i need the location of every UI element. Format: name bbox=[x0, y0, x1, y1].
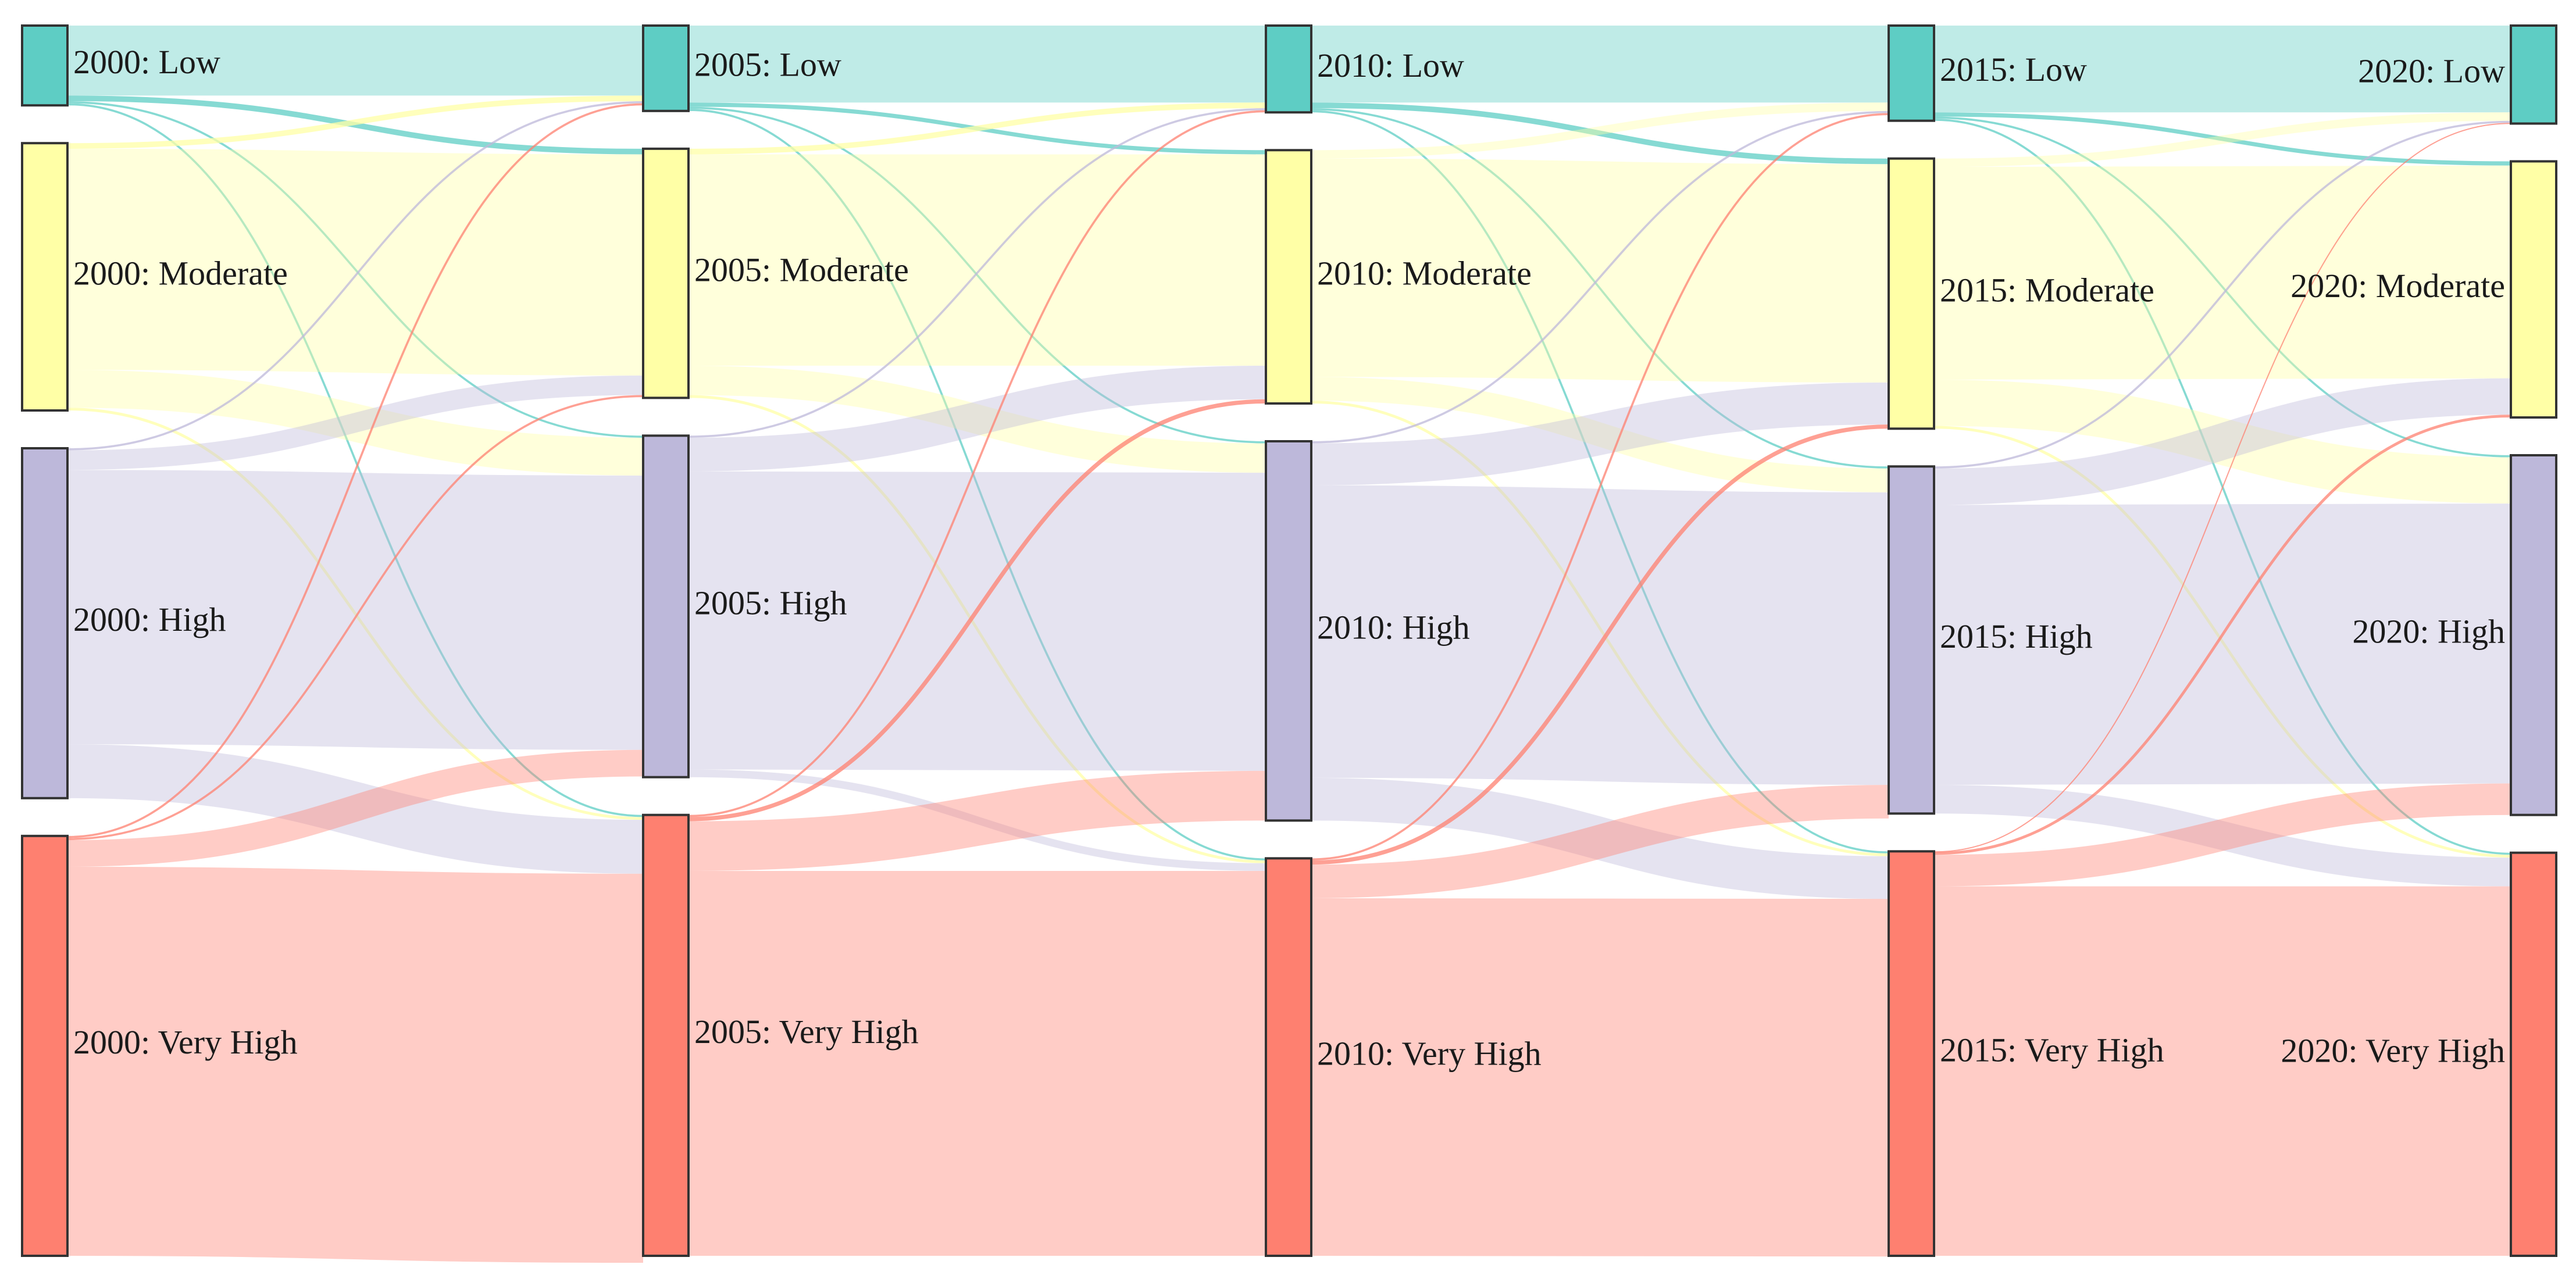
link-2010-low-to-2015-very-high bbox=[1311, 110, 1889, 853]
link-2005-very-high-to-2010-low bbox=[688, 110, 1266, 817]
node-label-2010-high: 2010: High bbox=[1317, 608, 1470, 646]
link-2010-high-to-2015-moderate bbox=[1311, 382, 1889, 485]
link-2005-high-to-2010-low bbox=[688, 108, 1266, 438]
node-label-2005-very-high: 2005: Very High bbox=[694, 1013, 919, 1051]
node-label-2000-moderate: 2000: Moderate bbox=[73, 254, 288, 292]
link-2015-high-to-2020-very-high bbox=[1933, 784, 2511, 887]
link-2000-very-high-to-2005-very-high bbox=[67, 866, 644, 1263]
node-label-2010-very-high: 2010: Very High bbox=[1317, 1034, 1542, 1072]
node-2010-moderate[interactable] bbox=[1265, 149, 1312, 405]
link-2015-very-high-to-2020-high bbox=[1933, 783, 2511, 887]
link-2010-moderate-to-2015-very-high bbox=[1311, 401, 1889, 856]
node-label-2010-low: 2010: Low bbox=[1317, 47, 1464, 84]
link-2005-moderate-to-2010-very-high bbox=[688, 395, 1266, 863]
link-2015-low-to-2020-moderate bbox=[1933, 112, 2511, 166]
node-label-2000-very-high: 2000: Very High bbox=[73, 1023, 298, 1061]
link-2015-moderate-to-2020-low bbox=[1933, 112, 2511, 167]
link-2005-very-high-to-2010-high bbox=[688, 770, 1266, 871]
node-2020-high[interactable] bbox=[2510, 454, 2557, 816]
link-2005-moderate-to-2010-high bbox=[688, 365, 1266, 473]
link-2010-high-to-2015-very-high bbox=[1311, 777, 1889, 899]
link-2015-high-to-2020-high bbox=[1933, 503, 2511, 785]
link-2000-high-to-2005-low bbox=[67, 101, 644, 451]
node-2015-moderate[interactable] bbox=[1888, 157, 1935, 430]
node-2000-very-high[interactable] bbox=[21, 834, 69, 1258]
link-2015-high-to-2020-low bbox=[1933, 120, 2511, 469]
node-2005-high[interactable] bbox=[642, 434, 690, 778]
node-2020-very-high[interactable] bbox=[2510, 851, 2557, 1257]
node-label-2000-high: 2000: High bbox=[73, 601, 226, 638]
link-2015-moderate-to-2020-high bbox=[1933, 380, 2511, 504]
node-2005-moderate[interactable] bbox=[642, 147, 690, 399]
link-2005-low-to-2010-very-high bbox=[688, 109, 1266, 860]
node-2010-high[interactable] bbox=[1265, 440, 1312, 822]
node-2000-moderate[interactable] bbox=[21, 142, 69, 412]
link-2000-low-to-2005-very-high bbox=[67, 103, 644, 817]
node-2005-very-high[interactable] bbox=[642, 813, 690, 1258]
node-label-2010-moderate: 2010: Moderate bbox=[1317, 254, 1532, 292]
link-2015-low-to-2020-high bbox=[1933, 116, 2511, 458]
link-2015-very-high-to-2020-low bbox=[1933, 123, 2511, 853]
node-label-2015-high: 2015: High bbox=[1940, 617, 2093, 655]
nodes-layer bbox=[21, 24, 2557, 1258]
node-2000-high[interactable] bbox=[21, 447, 69, 799]
node-label-2005-moderate: 2005: Moderate bbox=[694, 251, 909, 288]
link-2010-very-high-to-2015-high bbox=[1311, 784, 1889, 898]
link-2010-very-high-to-2015-moderate bbox=[1311, 424, 1889, 865]
node-label-2020-high: 2020: High bbox=[2352, 613, 2505, 651]
node-label-2005-low: 2005: Low bbox=[694, 46, 841, 84]
node-label-2000-low: 2000: Low bbox=[73, 43, 220, 81]
link-2010-high-to-2015-high bbox=[1311, 485, 1889, 785]
node-2010-very-high[interactable] bbox=[1265, 857, 1312, 1257]
links-layer bbox=[67, 25, 2511, 1263]
link-2000-very-high-to-2005-low bbox=[67, 103, 644, 838]
link-2010-high-to-2015-low bbox=[1311, 110, 1889, 444]
link-2000-moderate-to-2005-high bbox=[67, 370, 644, 476]
link-2000-high-to-2005-moderate bbox=[67, 375, 644, 470]
link-2000-very-high-to-2005-moderate bbox=[67, 395, 644, 841]
link-2005-high-to-2010-moderate bbox=[688, 365, 1266, 472]
node-label-2015-low: 2015: Low bbox=[1940, 51, 2087, 88]
link-2005-moderate-to-2010-low bbox=[688, 102, 1266, 155]
link-2010-very-high-to-2015-low bbox=[1311, 113, 1889, 860]
labels-layer: 2000: Low 2000: Moderate 2000: High 2000: V… bbox=[73, 43, 2505, 1073]
link-2000-very-high-to-2005-high bbox=[67, 749, 644, 867]
node-2015-very-high[interactable] bbox=[1888, 850, 1935, 1257]
link-2005-low-to-2010-high bbox=[688, 106, 1266, 444]
link-2010-moderate-to-2015-high bbox=[1311, 377, 1889, 492]
link-2005-very-high-to-2010-moderate bbox=[688, 399, 1266, 822]
link-2000-moderate-to-2005-very-high bbox=[67, 408, 644, 820]
link-2000-high-to-2005-very-high bbox=[67, 744, 644, 874]
node-label-2015-very-high: 2015: Very High bbox=[1940, 1031, 2164, 1069]
node-label-2015-moderate: 2015: Moderate bbox=[1940, 271, 2154, 309]
node-2000-low[interactable] bbox=[21, 24, 69, 107]
link-2000-low-to-2005-high bbox=[67, 101, 644, 438]
link-2000-moderate-to-2005-moderate bbox=[67, 148, 644, 376]
link-2010-low-to-2015-high bbox=[1311, 108, 1889, 469]
node-label-2020-very-high: 2020: Very High bbox=[2281, 1032, 2505, 1070]
node-label-2005-high: 2005: High bbox=[694, 584, 847, 622]
link-2015-moderate-to-2020-moderate bbox=[1933, 165, 2511, 380]
link-2010-moderate-to-2015-low bbox=[1311, 102, 1889, 159]
node-2010-low[interactable] bbox=[1265, 24, 1312, 114]
link-2010-moderate-to-2015-moderate bbox=[1311, 158, 1889, 383]
node-2020-moderate[interactable] bbox=[2510, 160, 2557, 419]
link-2015-moderate-to-2020-very-high bbox=[1933, 426, 2511, 858]
link-2000-high-to-2005-high bbox=[67, 470, 644, 750]
link-2005-high-to-2010-very-high bbox=[688, 769, 1266, 871]
link-2015-very-high-to-2020-moderate bbox=[1933, 415, 2511, 855]
node-label-2020-low: 2020: Low bbox=[2358, 52, 2505, 90]
link-2000-moderate-to-2005-low bbox=[67, 95, 644, 149]
node-2020-low[interactable] bbox=[2510, 24, 2557, 125]
link-2005-high-to-2010-high bbox=[688, 471, 1266, 771]
node-2015-low[interactable] bbox=[1888, 24, 1935, 122]
link-2015-high-to-2020-moderate bbox=[1933, 378, 2511, 505]
node-2005-low[interactable] bbox=[642, 24, 690, 112]
node-label-2020-moderate: 2020: Moderate bbox=[2290, 267, 2505, 305]
node-2015-high[interactable] bbox=[1888, 465, 1935, 815]
